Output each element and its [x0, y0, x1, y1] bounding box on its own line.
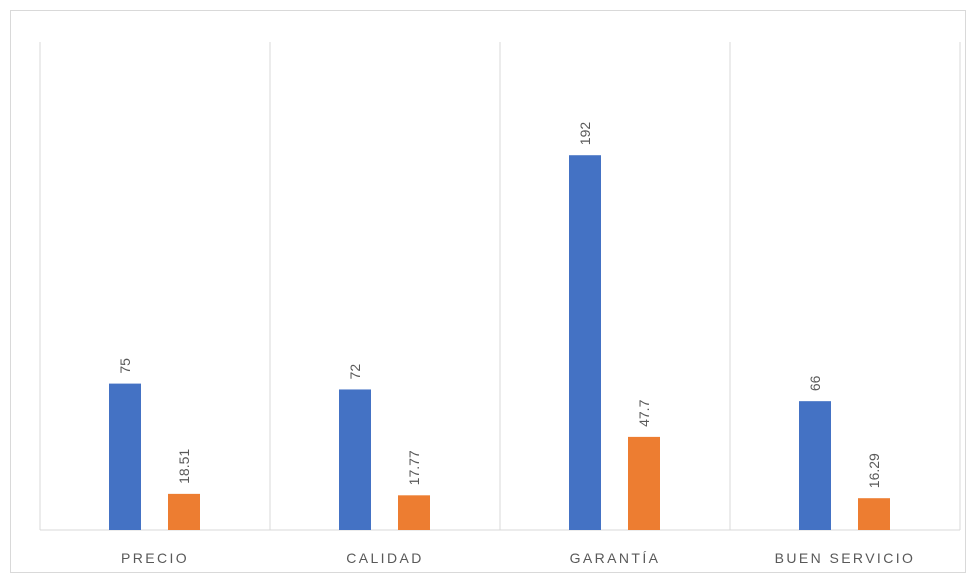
bar: [569, 155, 601, 530]
bar: [858, 498, 890, 530]
data-label: 72: [347, 364, 363, 380]
x-tick-label: CALIDAD: [346, 550, 423, 566]
data-label: 75: [117, 358, 133, 374]
data-label: 16.29: [866, 453, 882, 488]
bar: [339, 389, 371, 530]
bar: [799, 401, 831, 530]
data-label: 66: [807, 375, 823, 391]
bar: [398, 495, 430, 530]
bar: [628, 436, 660, 530]
data-label: 47.7: [636, 399, 652, 426]
data-label: 18.51: [176, 449, 192, 484]
x-tick-label: GARANTÍA: [570, 550, 661, 566]
bar: [168, 493, 200, 530]
x-tick-label: PRECIO: [121, 550, 189, 566]
data-label: 17.77: [406, 450, 422, 485]
data-label: 192: [577, 122, 593, 146]
x-tick-label: BUEN SERVICIO: [775, 550, 916, 566]
bar: [109, 383, 141, 530]
